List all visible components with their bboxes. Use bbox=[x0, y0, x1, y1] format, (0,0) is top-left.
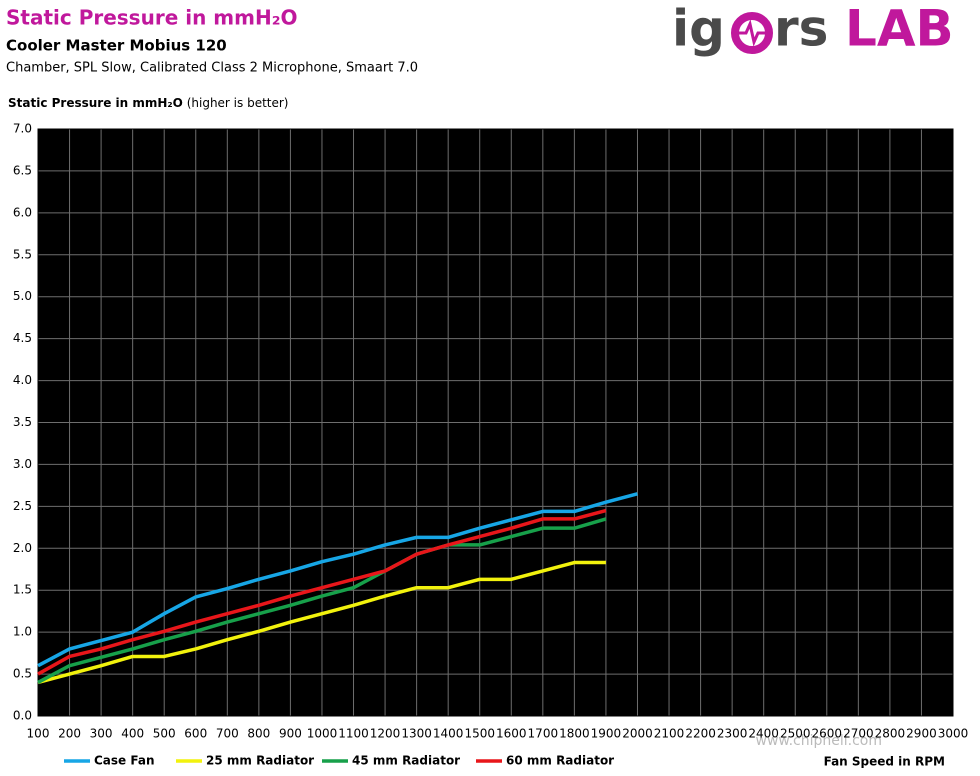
x-tick-label: 2900 bbox=[906, 727, 937, 741]
y-tick-label: 5.5 bbox=[13, 247, 32, 261]
x-tick-label: 1000 bbox=[307, 727, 338, 741]
y-tick-label: 1.0 bbox=[13, 625, 32, 639]
logo-icon-pulse bbox=[738, 19, 766, 47]
x-tick-label: 1700 bbox=[528, 727, 559, 741]
x-tick-label: 1800 bbox=[559, 727, 590, 741]
y-tick-label: 3.0 bbox=[13, 457, 32, 471]
series-line bbox=[37, 492, 638, 668]
legend-label: 60 mm Radiator bbox=[506, 754, 614, 768]
y-axis-label-main: Static Pressure in mmH₂O bbox=[8, 96, 183, 110]
y-tick-label: 3.5 bbox=[13, 415, 32, 429]
y-tick-label: 7.0 bbox=[13, 122, 32, 136]
legend-item: 60 mm Radiator bbox=[476, 754, 614, 768]
x-tick-label: 2000 bbox=[622, 727, 653, 741]
logo-right: LAB bbox=[845, 0, 954, 58]
y-tick-label: 4.0 bbox=[13, 373, 32, 387]
y-tick-label: 0.5 bbox=[13, 667, 32, 681]
logo-left: ig bbox=[672, 0, 725, 58]
y-axis-label-note: (higher is better) bbox=[187, 96, 289, 110]
watermark: www.chiphell.com bbox=[756, 733, 882, 749]
chart-title: Static Pressure in mmH₂O bbox=[6, 6, 297, 30]
legend-item: Case Fan bbox=[64, 754, 155, 768]
x-tick-label: 800 bbox=[247, 727, 270, 741]
y-axis-label: Static Pressure in mmH₂O (higher is bett… bbox=[8, 96, 289, 110]
x-tick-label: 300 bbox=[90, 727, 113, 741]
y-tick-label: 6.5 bbox=[13, 163, 32, 177]
series-line bbox=[37, 508, 607, 676]
x-tick-label: 2100 bbox=[654, 727, 685, 741]
series-line bbox=[37, 517, 607, 685]
x-tick-label: 1600 bbox=[496, 727, 527, 741]
legend-label: 45 mm Radiator bbox=[352, 754, 460, 768]
x-tick-label: 900 bbox=[279, 727, 302, 741]
y-tick-label: 1.5 bbox=[13, 583, 32, 597]
y-tick-label: 0.0 bbox=[13, 709, 32, 723]
x-tick-label: 1100 bbox=[338, 727, 369, 741]
y-tick-label: 5.0 bbox=[13, 289, 32, 303]
x-tick-label: 600 bbox=[184, 727, 207, 741]
y-tick-label: 6.0 bbox=[13, 205, 32, 219]
x-tick-label: 2200 bbox=[685, 727, 716, 741]
x-tick-label: 2300 bbox=[717, 727, 748, 741]
y-tick-label: 2.0 bbox=[13, 541, 32, 555]
plot-border bbox=[37, 128, 954, 717]
x-tick-label: 500 bbox=[153, 727, 176, 741]
x-tick-label: 2400 bbox=[748, 727, 779, 741]
x-tick-label: 2500 bbox=[780, 727, 811, 741]
x-tick-label: 1900 bbox=[591, 727, 622, 741]
x-tick-label: 1400 bbox=[433, 727, 464, 741]
logo: ig rs LAB bbox=[672, 0, 954, 58]
x-tick-label: 2600 bbox=[812, 727, 843, 741]
x-tick-label: 3000 bbox=[938, 727, 969, 741]
legend-item: 25 mm Radiator bbox=[176, 754, 314, 768]
x-tick-label: 2800 bbox=[875, 727, 906, 741]
legend-label: 25 mm Radiator bbox=[206, 754, 314, 768]
legend-item: 45 mm Radiator bbox=[322, 754, 460, 768]
x-tick-label: 1200 bbox=[370, 727, 401, 741]
chart-subtitle: Cooler Master Mobius 120 bbox=[6, 37, 227, 55]
legend-label: Case Fan bbox=[94, 754, 155, 768]
logo-icon bbox=[731, 12, 773, 54]
y-tick-label: 2.5 bbox=[13, 499, 32, 513]
y-tick-label: 4.5 bbox=[13, 331, 32, 345]
x-axis-label: Fan Speed in RPM bbox=[824, 755, 945, 769]
chart-description: Chamber, SPL Slow, Calibrated Class 2 Mi… bbox=[6, 61, 418, 76]
series-line bbox=[37, 560, 606, 685]
x-tick-label: 400 bbox=[121, 727, 144, 741]
x-tick-label: 1300 bbox=[401, 727, 432, 741]
x-tick-label: 200 bbox=[58, 727, 81, 741]
x-tick-label: 700 bbox=[216, 727, 239, 741]
x-tick-label: 100 bbox=[27, 727, 50, 741]
x-tick-label: 1500 bbox=[464, 727, 495, 741]
x-tick-label: 2700 bbox=[843, 727, 874, 741]
logo-middle: rs bbox=[774, 0, 828, 58]
